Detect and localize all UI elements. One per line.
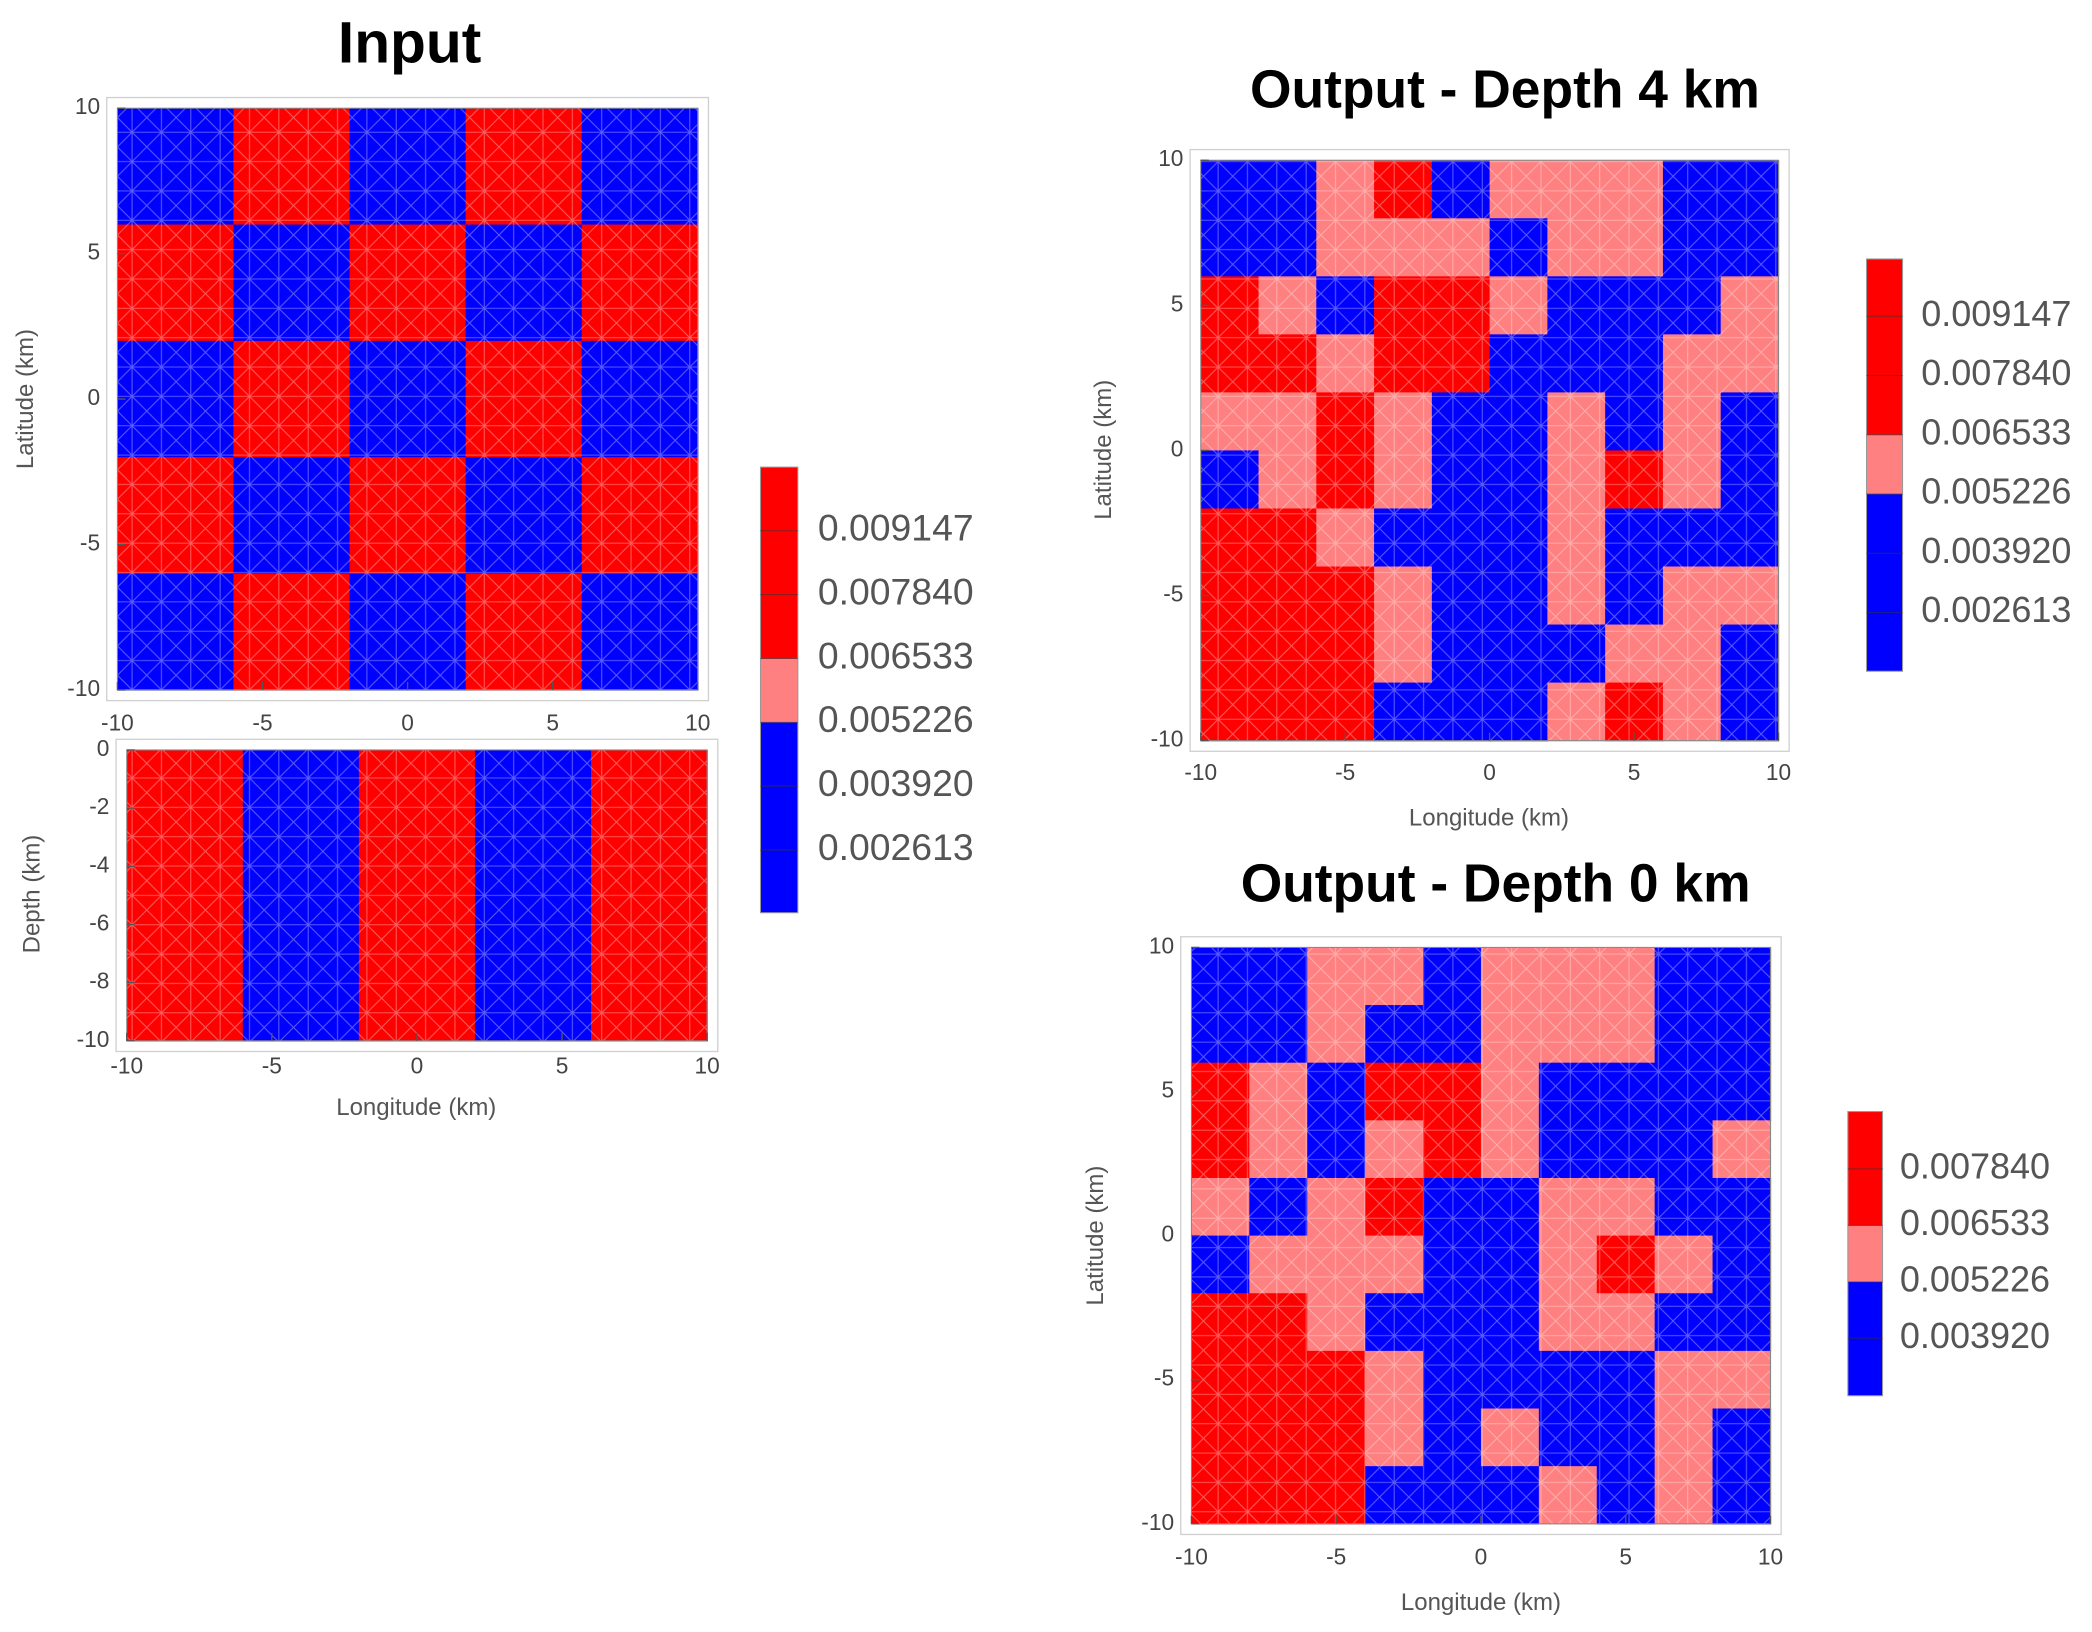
x-tick-label: -5 <box>262 1052 282 1078</box>
y-tick-label: -5 <box>80 529 100 555</box>
colorbar-band <box>760 722 798 913</box>
x-tick-label: 10 <box>1766 759 1791 785</box>
y-axis-label: Depth (km) <box>19 835 46 954</box>
y-tick-label: 5 <box>1161 1076 1174 1102</box>
mesh-overlay <box>1191 947 1771 1524</box>
y-tick-label: -10 <box>77 1026 110 1052</box>
y-tick-label: 0 <box>97 735 110 761</box>
y-tick-label: 0 <box>87 384 100 410</box>
mesh-overlay <box>117 108 698 690</box>
y-axis-label: Latitude (km) <box>1090 380 1117 520</box>
x-axis-label: Longitude (km) <box>1409 805 1569 832</box>
y-tick-label: -5 <box>1154 1365 1174 1391</box>
y-tick-label: -5 <box>1163 581 1183 607</box>
colorbar-tick-label: 0.002613 <box>1921 589 2071 630</box>
colorbar-tick-label: 0.005226 <box>818 698 974 740</box>
y-tick-label: -10 <box>1141 1509 1174 1535</box>
x-tick-label: 0 <box>1475 1543 1488 1569</box>
x-tick-label: -5 <box>1335 759 1355 785</box>
y-axis-label: Latitude (km) <box>12 329 39 469</box>
y-tick-label: -10 <box>67 675 100 701</box>
y-tick-label: -10 <box>1151 726 1184 752</box>
colorbar-tick-label: 0.007840 <box>818 570 974 612</box>
colorbar-border <box>1865 258 1904 672</box>
chart-title: Output - Depth 0 km <box>1241 854 1751 913</box>
y-tick-label: 0 <box>1171 435 1184 461</box>
y-tick-label: -6 <box>89 909 109 935</box>
y-tick-label: 10 <box>1158 145 1183 171</box>
colorbar-tick-label: 0.007840 <box>1900 1145 2050 1186</box>
colorbar-border <box>1847 1110 1884 1397</box>
x-tick-label: -10 <box>1175 1543 1208 1569</box>
y-tick-label: 5 <box>1171 290 1184 316</box>
y-tick-label: 10 <box>75 93 100 119</box>
chart-title: Output - Depth 4 km <box>1250 61 1760 120</box>
colorbar-tick-label: 0.006533 <box>818 634 974 676</box>
y-tick-label: -4 <box>89 851 109 877</box>
y-tick-label: -8 <box>89 968 109 994</box>
mesh-overlay <box>1200 160 1779 741</box>
colorbar-tick-label: 0.006533 <box>1900 1202 2050 1243</box>
chart-title: Input <box>338 10 481 75</box>
x-tick-label: 5 <box>1628 759 1641 785</box>
colorbar-border <box>759 466 799 914</box>
x-tick-label: 5 <box>546 710 559 736</box>
colorbar-tick-label: 0.003920 <box>818 762 974 804</box>
x-tick-label: 10 <box>685 710 710 736</box>
colorbar-tick-label: 0.005226 <box>1921 471 2071 512</box>
y-tick-label: 10 <box>1149 932 1174 958</box>
colorbar-band <box>1866 494 1903 672</box>
x-tick-label: -10 <box>1184 759 1217 785</box>
x-tick-label: 5 <box>556 1052 569 1078</box>
x-tick-label: 10 <box>1758 1543 1783 1569</box>
mesh-overlay <box>126 749 708 1041</box>
y-tick-label: 0 <box>1161 1221 1174 1247</box>
y-tick-label: 5 <box>87 239 100 265</box>
x-axis-label: Longitude (km) <box>336 1094 496 1121</box>
x-tick-label: -10 <box>101 710 134 736</box>
x-tick-label: 0 <box>1483 759 1496 785</box>
colorbar-tick-label: 0.003920 <box>1921 530 2071 571</box>
x-tick-label: 5 <box>1619 1543 1632 1569</box>
x-tick-label: -5 <box>1326 1543 1346 1569</box>
colorbar-band <box>760 467 798 659</box>
colorbar-tick-label: 0.007840 <box>1921 352 2071 393</box>
x-tick-label: -10 <box>110 1052 143 1078</box>
y-tick-label: -2 <box>89 793 109 819</box>
x-axis-label: Longitude (km) <box>1401 1589 1561 1616</box>
colorbar-tick-label: 0.009147 <box>818 507 974 549</box>
colorbar-tick-label: 0.009147 <box>1921 293 2071 334</box>
colorbar-tick-label: 0.006533 <box>1921 411 2071 452</box>
x-tick-label: 0 <box>411 1052 424 1078</box>
colorbar-tick-label: 0.002613 <box>818 826 974 868</box>
colorbar-band <box>760 658 798 723</box>
x-tick-label: -5 <box>252 710 272 736</box>
x-tick-label: 0 <box>401 710 414 736</box>
colorbar-tick-label: 0.005226 <box>1900 1258 2050 1299</box>
colorbar-band <box>1866 434 1903 495</box>
x-tick-label: 10 <box>695 1052 720 1078</box>
colorbar-tick-label: 0.003920 <box>1900 1315 2050 1356</box>
colorbar-band <box>1866 258 1903 435</box>
colorbar-band <box>1847 1225 1883 1282</box>
y-axis-label: Latitude (km) <box>1082 1166 1109 1306</box>
